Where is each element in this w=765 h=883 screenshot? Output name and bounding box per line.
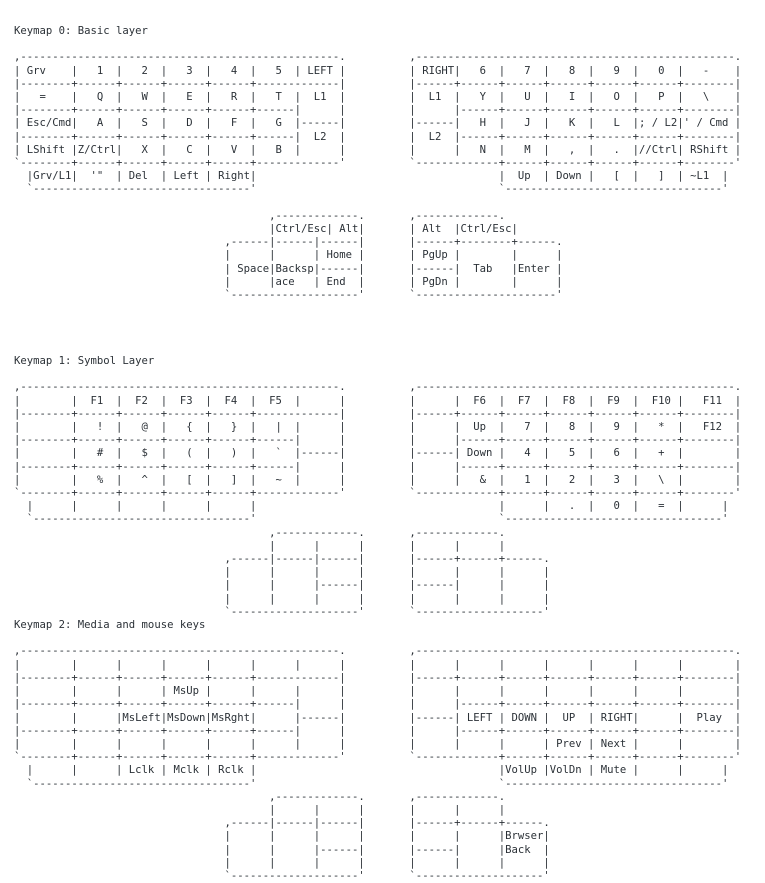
keymap-1-ascii-art: ,---------------------------------------… bbox=[14, 381, 742, 618]
keymap-2-ascii-art: ,---------------------------------------… bbox=[14, 645, 742, 882]
keymap-2-title: Keymap 2: Media and mouse keys bbox=[14, 619, 206, 632]
keymap-0-ascii-art: ,---------------------------------------… bbox=[14, 51, 742, 302]
keymap-1-title: Keymap 1: Symbol Layer bbox=[14, 355, 155, 368]
keymap-2-section: Keymap 2: Media and mouse keys ,--------… bbox=[14, 619, 765, 883]
keymap-0-section: Keymap 0: Basic layer ,-----------------… bbox=[14, 25, 765, 302]
keymap-0-title: Keymap 0: Basic layer bbox=[14, 25, 148, 37]
keymap-1-section: Keymap 1: Symbol Layer ,----------------… bbox=[14, 355, 765, 619]
